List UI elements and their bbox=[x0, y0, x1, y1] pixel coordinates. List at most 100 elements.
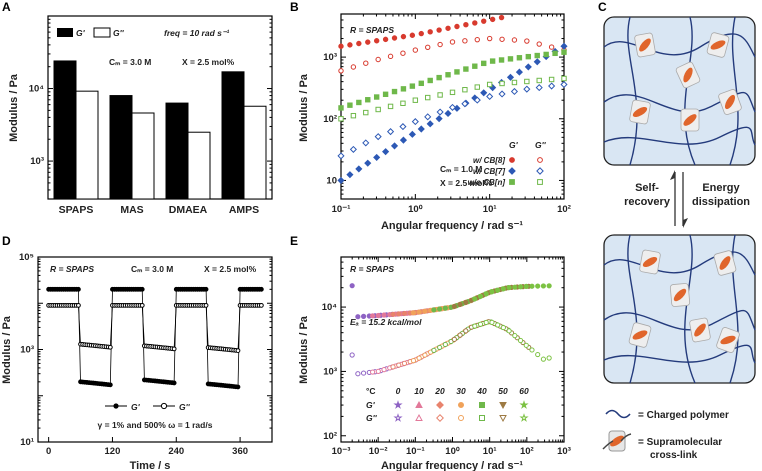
data-point bbox=[483, 291, 489, 297]
panel-a-ytick-label: 10³ bbox=[30, 156, 44, 167]
data-point bbox=[473, 96, 481, 104]
panel-e-xtick-label: 10⁻² bbox=[369, 446, 388, 457]
data-point bbox=[349, 283, 355, 289]
panel-e-xtick-label: 10¹ bbox=[483, 446, 497, 457]
guest-moiety bbox=[673, 288, 687, 302]
panel-b-legend: w/ CB[8] w/ CB[7] w/o CB[n] bbox=[468, 156, 544, 187]
data-point bbox=[454, 23, 460, 30]
data-point bbox=[499, 36, 505, 42]
data-point bbox=[369, 369, 376, 375]
data-point bbox=[448, 103, 457, 111]
data-point bbox=[360, 313, 367, 319]
panel-d-leg-gp-marker bbox=[113, 403, 119, 409]
panel-d-strain-note: γ = 1% and 500% ω = 1 rad/s bbox=[98, 420, 213, 430]
polymer-chain bbox=[603, 344, 756, 364]
data-point bbox=[399, 123, 407, 131]
data-point bbox=[365, 97, 371, 103]
panel-e-legend-gpp-marker bbox=[415, 413, 423, 421]
data-point bbox=[107, 382, 113, 388]
self-recovery-2: recovery bbox=[624, 196, 671, 208]
data-point bbox=[337, 152, 345, 160]
data-point bbox=[171, 346, 177, 352]
panel-d-xlabel: Time / s bbox=[130, 460, 171, 471]
data-point bbox=[435, 115, 443, 123]
data-point bbox=[506, 284, 512, 291]
bar-gp-mas bbox=[109, 95, 133, 200]
data-point bbox=[424, 113, 432, 121]
data-point bbox=[540, 283, 547, 289]
data-point bbox=[374, 133, 382, 141]
arrow-up-head bbox=[670, 170, 675, 180]
data-point bbox=[506, 73, 515, 81]
data-point bbox=[382, 148, 390, 156]
data-point bbox=[350, 64, 357, 70]
data-point bbox=[548, 44, 555, 50]
data-point bbox=[390, 311, 396, 317]
panel-e-legend-gpp-marker bbox=[393, 413, 403, 422]
data-point bbox=[546, 283, 552, 289]
data-point bbox=[338, 116, 344, 122]
data-point bbox=[356, 40, 362, 47]
data-point bbox=[107, 344, 113, 350]
energy-dissipation-1: Energy bbox=[702, 182, 740, 194]
data-point bbox=[410, 310, 417, 316]
category-label: SPAPS bbox=[59, 204, 94, 216]
data-point bbox=[400, 33, 407, 40]
data-point bbox=[408, 130, 416, 138]
panel-e-temp-label: 40 bbox=[476, 386, 487, 396]
panel-a-ylabel: Modulus / Pa bbox=[8, 73, 20, 142]
data-point bbox=[472, 296, 478, 302]
energy-dissipation-2: dissipation bbox=[692, 196, 750, 208]
data-point bbox=[356, 99, 362, 106]
panel-e-xtick-label: 10³ bbox=[557, 446, 571, 457]
data-point bbox=[390, 142, 399, 150]
data-point bbox=[349, 352, 355, 358]
data-point bbox=[390, 364, 396, 370]
data-point bbox=[355, 314, 361, 320]
data-point bbox=[535, 84, 543, 92]
data-point bbox=[338, 105, 344, 111]
data-point bbox=[560, 42, 568, 50]
panel-e-ylabel: Modulus / Pa bbox=[298, 315, 310, 384]
data-point bbox=[451, 303, 457, 310]
data-point bbox=[511, 79, 518, 86]
data-point bbox=[523, 85, 531, 93]
polymer-chain bbox=[729, 16, 739, 166]
data-point bbox=[462, 38, 468, 44]
panel-b-xtick-label: 10² bbox=[557, 204, 571, 215]
data-point bbox=[517, 337, 524, 344]
panel-d-axis: 0 120 240 360 10¹ 10³ 10⁵ bbox=[19, 252, 272, 457]
polymer-legend-icon bbox=[605, 409, 631, 419]
data-point bbox=[381, 312, 387, 318]
polymer-chain bbox=[627, 16, 638, 166]
data-point bbox=[534, 52, 540, 59]
data-point bbox=[533, 58, 541, 66]
data-point bbox=[337, 176, 345, 185]
data-point bbox=[349, 145, 357, 153]
panel-d-xtick-label: 240 bbox=[168, 446, 184, 457]
panel-b-legend-gpp-marker bbox=[536, 167, 544, 175]
data-point bbox=[499, 80, 505, 87]
data-point bbox=[498, 57, 505, 63]
panel-a-bars: SPAPS MAS DMAEA AMPS bbox=[53, 60, 267, 216]
panel-e-legend-gp-marker bbox=[519, 400, 529, 409]
panel-a-frame bbox=[47, 15, 273, 200]
panel-b-xtick-label: 10⁰ bbox=[408, 204, 423, 215]
data-point bbox=[373, 94, 380, 100]
panel-d-xtick-label: 120 bbox=[105, 446, 121, 457]
data-point bbox=[498, 14, 505, 21]
supramolecular-crosslink bbox=[716, 327, 740, 353]
data-point bbox=[235, 348, 241, 354]
guest-moiety bbox=[642, 256, 658, 268]
data-point bbox=[561, 75, 567, 82]
data-point bbox=[391, 35, 398, 41]
data-point bbox=[396, 311, 402, 317]
panel-b-leg-gp: G' bbox=[509, 140, 519, 150]
crosslink-legend-label-1: = Supramolecular bbox=[638, 437, 722, 448]
panel-b-cm-note: Cₘ = 1.0 M bbox=[440, 164, 482, 174]
data-point bbox=[355, 371, 361, 377]
panel-b-legend-gpp-marker bbox=[537, 179, 543, 185]
data-point bbox=[381, 367, 387, 373]
data-point bbox=[560, 80, 568, 89]
data-point bbox=[463, 299, 469, 305]
